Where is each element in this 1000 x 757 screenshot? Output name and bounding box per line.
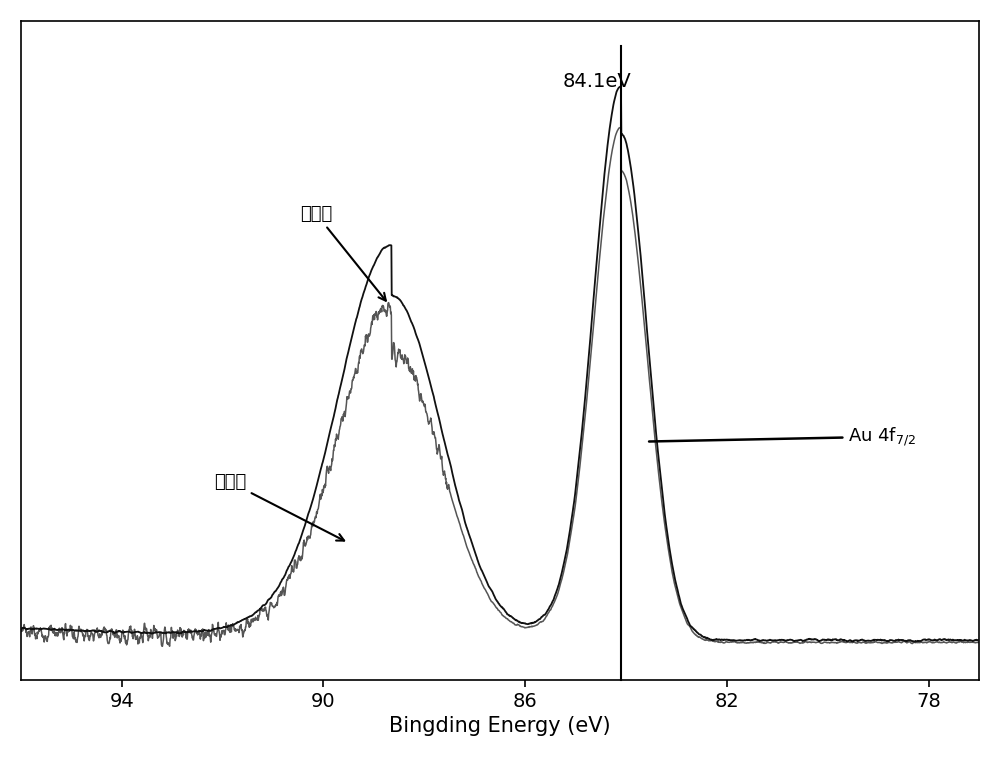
Text: 84.1eV: 84.1eV <box>562 72 631 91</box>
Text: 反应前: 反应前 <box>300 204 386 301</box>
X-axis label: Bingding Energy (eV): Bingding Energy (eV) <box>389 716 611 736</box>
Text: Au 4f$_{7/2}$: Au 4f$_{7/2}$ <box>649 425 916 448</box>
Text: 反应后: 反应后 <box>214 473 344 540</box>
